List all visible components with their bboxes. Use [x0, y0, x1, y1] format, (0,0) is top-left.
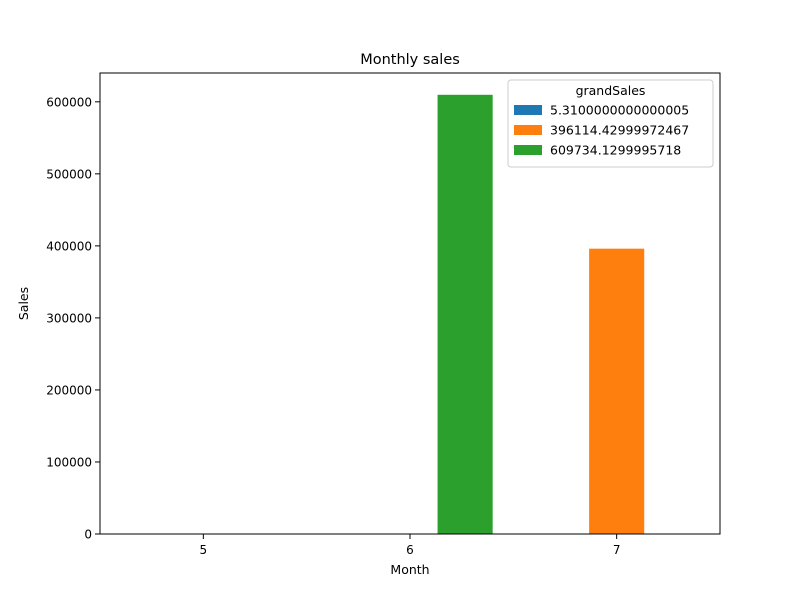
legend-label-2: 609734.1299995718	[550, 143, 681, 158]
y-tick-label: 500000	[46, 167, 92, 181]
legend-items: 5.3100000000000005 396114.42999972467 6097…	[514, 103, 689, 158]
legend-swatch-1	[514, 125, 542, 135]
y-tick-label: 600000	[46, 95, 92, 109]
y-axis-ticks: 0 100000 200000 300000 400000 500000 600000	[46, 95, 100, 542]
legend-label-1: 396114.42999972467	[550, 123, 689, 138]
bar-7-series-1	[589, 248, 645, 534]
y-tick-label: 400000	[46, 239, 92, 253]
legend-title: grandSales	[576, 83, 646, 98]
y-tick-label: 100000	[46, 455, 92, 469]
plot-area-frame	[99, 72, 721, 535]
y-tick-label: 300000	[46, 311, 92, 325]
legend-box	[507, 79, 714, 168]
x-tick-label: 5	[200, 543, 208, 557]
chart-title: Monthly sales	[360, 52, 460, 68]
x-tick-label: 6	[406, 543, 414, 557]
y-tick-label: 200000	[46, 383, 92, 397]
y-tick-label: 0	[84, 528, 92, 542]
bars-group	[120, 94, 645, 534]
legend: grandSales 5.3100000000000005 396114.4299…	[507, 79, 714, 168]
legend-label-0: 5.3100000000000005	[550, 103, 689, 118]
x-axis-label: Month	[390, 562, 429, 577]
legend-swatch-2	[514, 145, 542, 155]
x-tick-label: 7	[613, 543, 621, 557]
legend-swatch-0	[514, 105, 542, 115]
x-axis-ticks: 5 6 7	[200, 534, 621, 557]
y-axis-label: Sales	[16, 287, 31, 320]
bar-6-series-2	[437, 94, 493, 534]
